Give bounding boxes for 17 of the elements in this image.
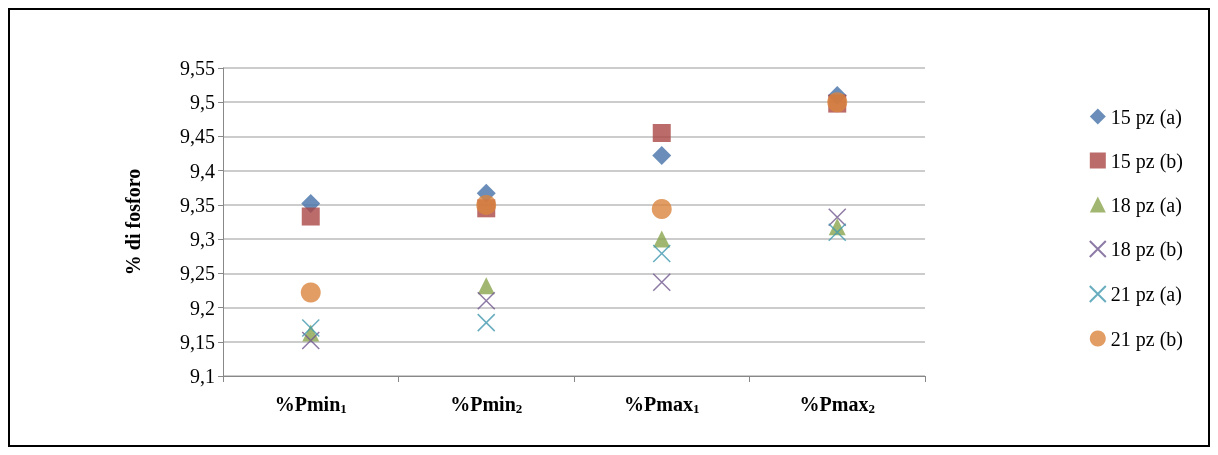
y-axis-title: % di fosforo [122,168,144,276]
y-tick-label: 9,1 [190,365,215,387]
y-tick-label: 9,15 [180,330,215,353]
y-tick-label: 9,3 [190,228,215,251]
y-tick-label: 9,2 [190,296,215,319]
y-tick-label: 9,55 [180,57,215,79]
legend-label: 15 pz (a) [1110,105,1182,129]
y-tick-label: 9,5 [190,91,215,114]
y-tick-label: 9,35 [180,193,215,216]
legend-label: 21 pz (b) [1110,327,1184,351]
legend-label: 18 pz (a) [1110,193,1182,217]
y-tick-label: 9,25 [180,262,215,285]
legend-label: 18 pz (b) [1110,238,1184,261]
legend-label: 21 pz (a) [1110,283,1182,306]
legend-label: 15 pz (b) [1110,149,1184,173]
y-tick-label: 9,4 [190,159,215,182]
y-tick-label: 9,45 [180,125,215,148]
